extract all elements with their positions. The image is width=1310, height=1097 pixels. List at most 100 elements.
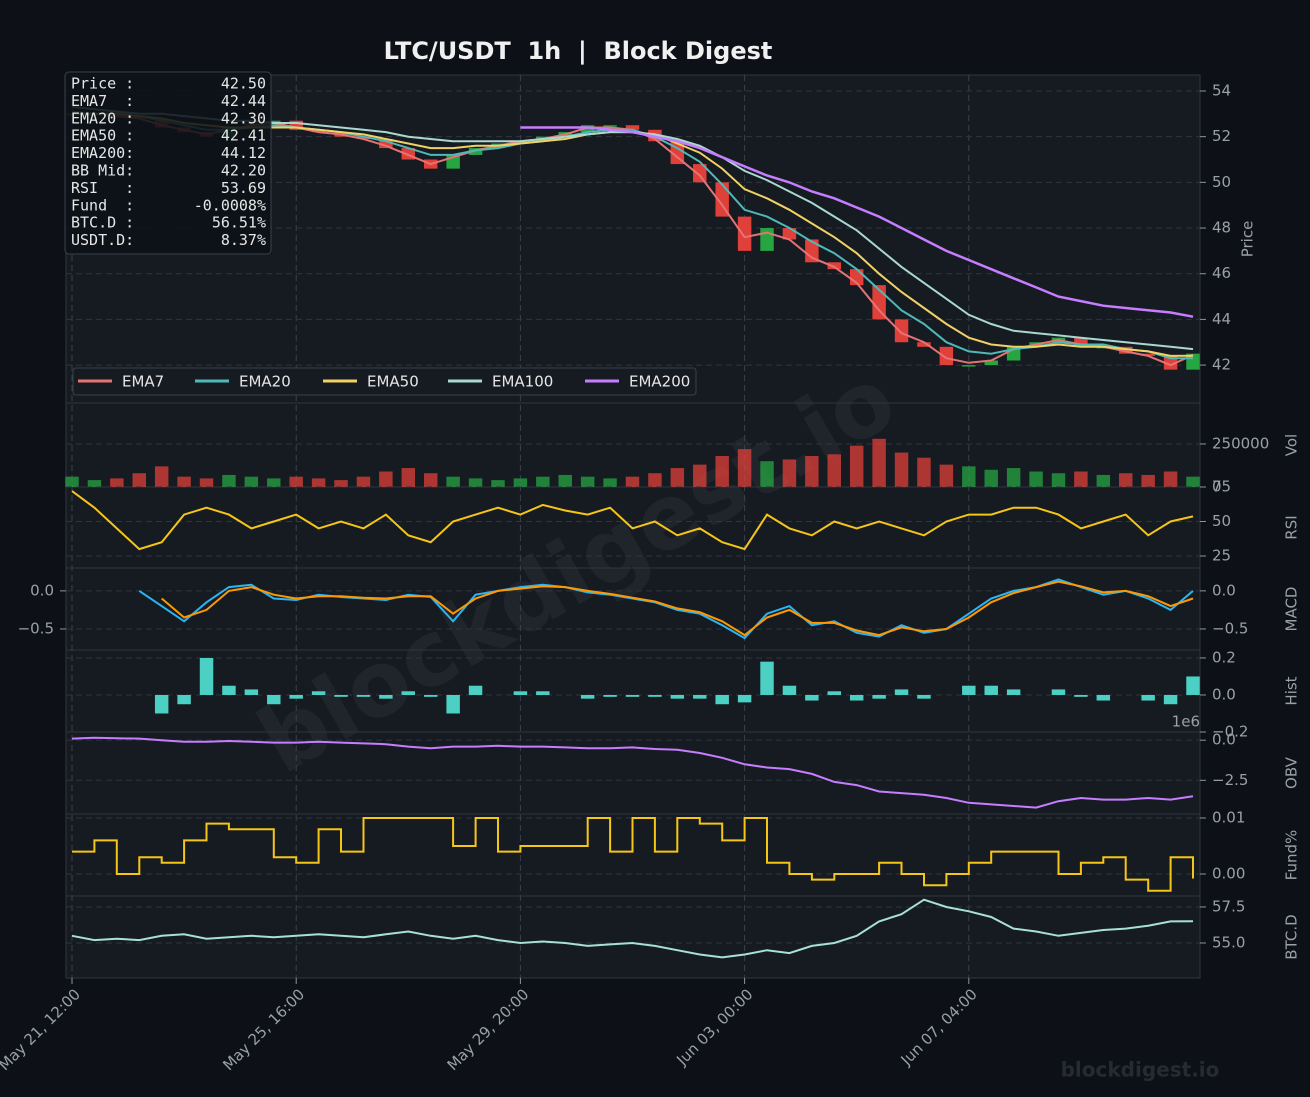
y-axis-label: MACD: [1283, 587, 1301, 632]
panel: 0.0 −2.5 OBV 1e6: [66, 713, 1301, 809]
bar: [267, 694, 281, 705]
bar: [1163, 471, 1178, 487]
y-tick-label: 0.0: [1212, 685, 1236, 703]
bar: [737, 694, 752, 703]
info-label: RSI :: [71, 179, 134, 197]
legend-label: EMA200: [629, 373, 690, 391]
bar: [513, 691, 528, 695]
bar: [625, 476, 640, 487]
bar: [379, 471, 393, 487]
bar: [670, 468, 685, 487]
bar: [536, 476, 550, 487]
bar: [715, 694, 729, 705]
info-value: 42.50: [221, 75, 266, 93]
bar: [110, 478, 124, 487]
candle: [894, 319, 909, 343]
bar: [603, 694, 617, 697]
y-axis-label: Price: [1239, 221, 1257, 258]
panel: 57.5 55.0 BTC.D: [66, 897, 1301, 960]
bar: [1006, 468, 1021, 487]
bar: [423, 473, 438, 487]
bar: [1051, 689, 1066, 695]
panel: 0.2 0.0 −0.2 Hist: [66, 648, 1301, 741]
bar: [289, 476, 303, 487]
bar: [917, 457, 931, 487]
bar: [401, 468, 416, 487]
y-tick-label: 0: [1212, 478, 1222, 496]
bar: [648, 473, 662, 487]
bar: [446, 694, 460, 714]
bar: [334, 694, 348, 697]
panel: 0.01 0.00 Fund%: [66, 808, 1301, 892]
bar: [782, 459, 797, 487]
y-axis-label: RSI: [1283, 515, 1301, 539]
info-label: EMA7 :: [71, 92, 134, 110]
bar: [984, 685, 998, 695]
bar: [1163, 694, 1178, 705]
candle: [625, 125, 640, 130]
series-line: [71, 490, 1194, 551]
watermark: blockdigest.io: [1061, 1058, 1220, 1082]
bar: [1029, 471, 1043, 487]
bar: [267, 478, 281, 487]
bar: [737, 449, 752, 487]
info-value: -0.0008%: [194, 196, 266, 214]
bar: [917, 694, 931, 699]
series-line: [71, 898, 1194, 959]
y-tick-label: 75: [1212, 478, 1231, 496]
y-axis-label: Fund%: [1283, 830, 1301, 881]
y-axis-label: BTC.D: [1283, 914, 1301, 959]
bar: [1186, 676, 1200, 695]
bar: [760, 461, 774, 487]
y-tick-label: −2.5: [1212, 771, 1248, 789]
panel: 0 250000 Vol: [65, 434, 1301, 496]
bar: [491, 480, 505, 487]
info-value: 42.30: [221, 109, 266, 127]
panel: 0.0 0.0 −0.5 −0.5 MACD: [18, 578, 1301, 640]
bar: [625, 694, 640, 697]
bar: [1096, 694, 1111, 701]
bar: [132, 473, 146, 487]
candle: [513, 141, 528, 144]
bar: [1096, 474, 1111, 487]
candle: [267, 120, 281, 123]
candle: [356, 136, 371, 139]
bar: [311, 691, 326, 695]
bar: [65, 476, 79, 487]
bar: [199, 478, 214, 487]
info-value: 56.51%: [212, 214, 266, 232]
candle: [939, 346, 954, 366]
y-tick-label: 0.0: [1212, 731, 1236, 749]
bar: [805, 694, 819, 701]
info-label: EMA20 :: [71, 109, 134, 127]
info-label: USDT.D:: [71, 231, 134, 249]
bar: [199, 657, 214, 695]
bar: [154, 466, 169, 487]
bar: [693, 694, 707, 699]
bar: [984, 469, 998, 487]
candle: [782, 228, 797, 240]
bar: [849, 445, 864, 487]
chart-title: LTC/USDT 1h | Block Digest: [384, 37, 773, 65]
bar: [1141, 694, 1155, 701]
y-tick-label: 52: [1212, 127, 1231, 145]
y-tick-label: 42: [1212, 356, 1231, 374]
candle: [603, 125, 617, 127]
bar: [1186, 476, 1200, 487]
info-label: EMA200:: [71, 144, 134, 162]
bar: [222, 474, 236, 487]
series-line: [72, 817, 1194, 892]
bar: [939, 464, 954, 487]
candle: [1141, 353, 1155, 356]
bar: [580, 694, 595, 699]
bar: [894, 689, 909, 695]
y-tick-label: 0.2: [1212, 648, 1236, 666]
panel: 25 50 75 RSI: [66, 478, 1301, 564]
bar: [603, 478, 617, 487]
bar: [962, 685, 976, 695]
y-axis-label: Hist: [1283, 676, 1301, 705]
bar: [827, 454, 842, 487]
legend-label: EMA20: [239, 373, 291, 391]
info-value: 8.37%: [221, 231, 266, 249]
